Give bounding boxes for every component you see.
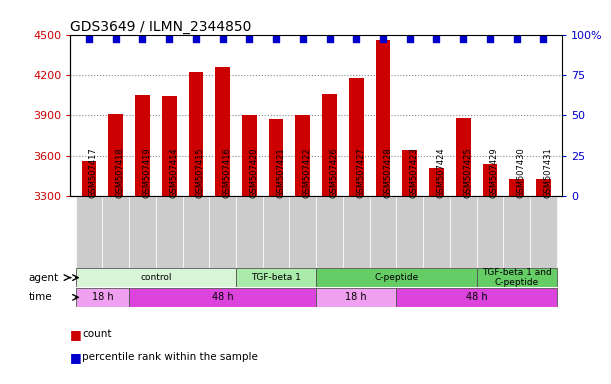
Bar — [242, 115, 257, 196]
Text: GSM507425: GSM507425 — [463, 147, 472, 198]
Point — [271, 36, 281, 43]
Text: GSM507430: GSM507430 — [517, 147, 525, 198]
Bar — [510, 179, 524, 196]
Text: GSM507414: GSM507414 — [169, 147, 178, 198]
FancyBboxPatch shape — [290, 196, 316, 268]
Point — [378, 36, 388, 43]
Bar — [429, 168, 444, 196]
FancyBboxPatch shape — [450, 196, 477, 268]
Text: GSM507417: GSM507417 — [89, 147, 98, 198]
Text: GSM507420: GSM507420 — [249, 147, 258, 198]
FancyBboxPatch shape — [183, 196, 209, 268]
Text: 48 h: 48 h — [212, 292, 233, 302]
Bar — [322, 94, 337, 196]
Bar — [269, 119, 284, 196]
FancyBboxPatch shape — [423, 196, 450, 268]
FancyBboxPatch shape — [477, 196, 503, 268]
Text: time: time — [29, 292, 52, 302]
Point — [512, 36, 522, 43]
Bar — [215, 67, 230, 196]
FancyBboxPatch shape — [397, 196, 423, 268]
Bar — [82, 161, 97, 196]
Text: GSM507421: GSM507421 — [276, 147, 285, 198]
Bar — [189, 72, 203, 196]
Bar — [483, 164, 497, 196]
FancyBboxPatch shape — [129, 288, 316, 307]
Point — [351, 36, 361, 43]
Point — [405, 36, 415, 43]
Text: control: control — [140, 273, 172, 282]
Text: 18 h: 18 h — [92, 292, 113, 302]
Text: GSM507419: GSM507419 — [142, 147, 152, 198]
FancyBboxPatch shape — [477, 268, 557, 287]
FancyBboxPatch shape — [76, 288, 129, 307]
FancyBboxPatch shape — [530, 196, 557, 268]
FancyBboxPatch shape — [156, 196, 183, 268]
Bar — [456, 118, 470, 196]
FancyBboxPatch shape — [76, 196, 103, 268]
Text: TGF-beta 1: TGF-beta 1 — [251, 273, 301, 282]
Text: GSM507424: GSM507424 — [436, 147, 445, 198]
FancyBboxPatch shape — [397, 288, 557, 307]
Text: GSM507429: GSM507429 — [490, 147, 499, 198]
Bar — [108, 114, 123, 196]
Point — [218, 36, 227, 43]
FancyBboxPatch shape — [503, 196, 530, 268]
Point — [485, 36, 495, 43]
FancyBboxPatch shape — [236, 196, 263, 268]
Point — [298, 36, 308, 43]
Text: agent: agent — [29, 273, 59, 283]
Text: C-peptide: C-peptide — [375, 273, 419, 282]
Text: GDS3649 / ILMN_2344850: GDS3649 / ILMN_2344850 — [70, 20, 252, 33]
Point — [111, 36, 120, 43]
Text: GSM507415: GSM507415 — [196, 147, 205, 198]
FancyBboxPatch shape — [370, 196, 397, 268]
FancyBboxPatch shape — [209, 196, 236, 268]
FancyBboxPatch shape — [316, 288, 397, 307]
Text: TGF-beta 1 and
C-peptide: TGF-beta 1 and C-peptide — [482, 268, 552, 287]
Bar — [536, 179, 551, 196]
Text: GSM507416: GSM507416 — [222, 147, 232, 198]
Point — [244, 36, 254, 43]
Text: GSM507431: GSM507431 — [543, 147, 552, 198]
Text: GSM507427: GSM507427 — [356, 147, 365, 198]
Text: ■: ■ — [70, 351, 82, 364]
FancyBboxPatch shape — [263, 196, 290, 268]
Bar — [296, 115, 310, 196]
Point — [538, 36, 548, 43]
FancyBboxPatch shape — [316, 268, 477, 287]
FancyBboxPatch shape — [236, 268, 316, 287]
Text: percentile rank within the sample: percentile rank within the sample — [82, 352, 258, 362]
Point — [164, 36, 174, 43]
Point — [324, 36, 334, 43]
Text: GSM507422: GSM507422 — [303, 147, 312, 198]
Bar — [349, 78, 364, 196]
Text: 48 h: 48 h — [466, 292, 488, 302]
FancyBboxPatch shape — [343, 196, 370, 268]
Text: ■: ■ — [70, 328, 82, 341]
FancyBboxPatch shape — [129, 196, 156, 268]
Text: GSM507426: GSM507426 — [329, 147, 338, 198]
Point — [137, 36, 147, 43]
Bar — [135, 95, 150, 196]
FancyBboxPatch shape — [103, 196, 129, 268]
Point — [458, 36, 468, 43]
Bar — [403, 150, 417, 196]
Text: 18 h: 18 h — [345, 292, 367, 302]
Bar — [162, 96, 177, 196]
Point — [84, 36, 94, 43]
FancyBboxPatch shape — [76, 268, 236, 287]
Bar — [376, 40, 390, 196]
Point — [191, 36, 201, 43]
Text: GSM507423: GSM507423 — [410, 147, 419, 198]
Text: count: count — [82, 329, 112, 339]
Point — [431, 36, 441, 43]
Text: GSM507418: GSM507418 — [115, 147, 125, 198]
Text: GSM507428: GSM507428 — [383, 147, 392, 198]
FancyBboxPatch shape — [316, 196, 343, 268]
